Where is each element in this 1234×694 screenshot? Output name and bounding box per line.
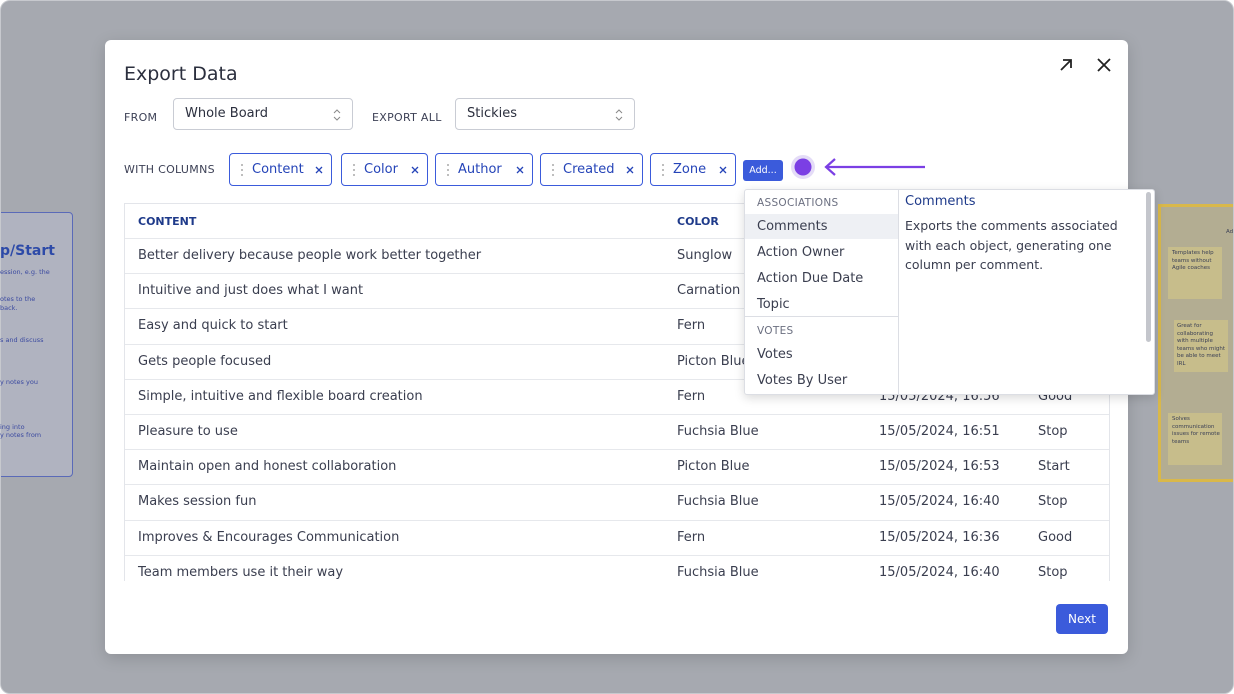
row-divider bbox=[125, 343, 1109, 345]
column-chip-label: Content bbox=[252, 162, 304, 177]
table-cell: Good bbox=[1038, 529, 1073, 545]
table-cell: 15/05/2024, 16:51 bbox=[879, 424, 1000, 439]
sticky-text: Great for collaborating with multiple te… bbox=[1177, 323, 1225, 367]
table-cell: Improves & Encourages Communication bbox=[138, 529, 400, 545]
dropdown-item[interactable]: Action Due Date bbox=[757, 271, 864, 286]
column-chip[interactable]: Color bbox=[341, 153, 428, 186]
row-divider bbox=[125, 308, 1109, 310]
right-board-section bbox=[1158, 204, 1233, 482]
table-cell: Simple, intuitive and flexible board cre… bbox=[138, 388, 423, 404]
column-chip[interactable]: Zone bbox=[650, 153, 736, 186]
from-value: Whole Board bbox=[185, 106, 268, 121]
table-cell: Fern bbox=[677, 318, 706, 334]
board-text: ing into bbox=[0, 423, 25, 431]
board-text: y notes you bbox=[0, 378, 38, 386]
table-cell: Maintain open and honest collaboration bbox=[138, 459, 397, 475]
from-label: FROM bbox=[124, 111, 158, 124]
close-icon[interactable] bbox=[1094, 55, 1114, 75]
group-label: VOTES bbox=[757, 325, 794, 337]
export-all-label: EXPORT ALL bbox=[372, 111, 442, 124]
table-cell: Fern bbox=[677, 529, 706, 545]
table-cell: 15/05/2024, 16:40 bbox=[879, 564, 1000, 580]
dialog-title: Export Data bbox=[124, 63, 238, 85]
table-cell: Intuitive and just does what I want bbox=[138, 283, 364, 299]
table-cell: 15/05/2024, 16:36 bbox=[879, 529, 1000, 545]
column-chip[interactable]: Content bbox=[229, 153, 332, 186]
table-cell: 15/05/2024, 16:53 bbox=[879, 459, 1000, 475]
sticky bbox=[1174, 320, 1228, 372]
table-cell: Stop bbox=[1038, 424, 1068, 439]
next-button[interactable]: Next bbox=[1056, 604, 1108, 634]
export-all-value: Stickies bbox=[467, 106, 518, 121]
table-cell: Carnation bbox=[677, 283, 741, 299]
table-cell: Fuchsia Blue bbox=[677, 564, 759, 580]
column-chip[interactable]: Created bbox=[540, 153, 643, 186]
table-cell: Makes session fun bbox=[138, 494, 257, 510]
from-select[interactable]: Whole Board bbox=[173, 98, 353, 130]
table-cell: Picton Blue bbox=[677, 353, 750, 369]
preview-table: CONTENT COLOR Better delivery because peop… bbox=[124, 203, 1110, 581]
table-cell: Fuchsia Blue bbox=[677, 494, 759, 510]
expand-icon[interactable] bbox=[1056, 55, 1076, 75]
table-cell: 15/05/2024, 16:40 bbox=[879, 494, 1000, 510]
row-divider bbox=[125, 238, 1109, 239]
with-columns-label: WITH COLUMNS bbox=[124, 163, 215, 176]
table-cell: Pleasure to use bbox=[138, 424, 238, 439]
table-cell: Easy and quick to start bbox=[138, 318, 288, 334]
left-board-section bbox=[1, 212, 73, 477]
column-chip-label: Created bbox=[563, 162, 615, 177]
board-text: p/Start bbox=[0, 243, 55, 259]
sticky-text: Ad bbox=[1226, 229, 1234, 235]
column-header: CONTENT bbox=[138, 215, 197, 228]
dropdown-item[interactable]: Comments bbox=[745, 214, 898, 239]
board-text: ession, e.g. the bbox=[0, 268, 50, 276]
dropdown-item[interactable]: Votes By User bbox=[757, 373, 848, 388]
dropdown-item[interactable]: Votes bbox=[757, 347, 793, 362]
row-divider bbox=[125, 449, 1109, 451]
column-chip-label: Color bbox=[364, 162, 398, 177]
add-column-button[interactable]: Add... bbox=[743, 160, 783, 181]
board-text: otes to the bbox=[0, 295, 36, 303]
table-cell: Stop bbox=[1038, 494, 1068, 510]
dropdown-item[interactable]: Action Owner bbox=[757, 245, 845, 260]
detail-description: Exports the comments associated with eac… bbox=[905, 218, 1118, 272]
board-text: s and discuss bbox=[0, 336, 44, 344]
sticky bbox=[1168, 247, 1222, 299]
table-cell: Team members use it their way bbox=[138, 564, 344, 580]
add-column-dropdown: Comments Exports the comments associated… bbox=[744, 189, 1155, 395]
table-cell: Gets people focused bbox=[138, 353, 272, 369]
column-chip-label: Author bbox=[458, 162, 502, 177]
column-chip[interactable]: Author bbox=[435, 153, 533, 186]
pointer-annotation bbox=[791, 155, 925, 179]
sticky-text: Templates help teams without Agile coach… bbox=[1172, 250, 1214, 271]
row-divider bbox=[125, 378, 1109, 380]
column-chip-label: Zone bbox=[673, 162, 707, 177]
detail-title: Comments bbox=[905, 194, 976, 209]
sticky bbox=[1168, 413, 1222, 465]
row-divider bbox=[125, 554, 1109, 556]
row-divider bbox=[125, 414, 1109, 415]
dropdown-item[interactable]: Topic bbox=[757, 297, 790, 312]
table-cell: Stop bbox=[1038, 564, 1068, 580]
row-divider bbox=[125, 273, 1109, 275]
table-cell: Sunglow bbox=[677, 248, 733, 263]
board-text: back. bbox=[0, 304, 18, 312]
column-header: COLOR bbox=[677, 215, 719, 228]
board-text: y notes from bbox=[0, 431, 42, 439]
group-label: ASSOCIATIONS bbox=[757, 197, 839, 209]
row-divider bbox=[125, 484, 1109, 486]
row-divider bbox=[125, 519, 1109, 521]
table-cell: Fuchsia Blue bbox=[677, 424, 759, 439]
export-all-select[interactable]: Stickies bbox=[455, 98, 635, 130]
table-cell: Start bbox=[1038, 459, 1070, 475]
table-cell: Fern bbox=[677, 388, 706, 404]
table-cell: Picton Blue bbox=[677, 459, 750, 475]
sticky-text: Solves communication issues for remote t… bbox=[1172, 416, 1220, 445]
group-divider bbox=[745, 316, 898, 317]
table-cell: Better delivery because people work bett… bbox=[138, 248, 482, 263]
